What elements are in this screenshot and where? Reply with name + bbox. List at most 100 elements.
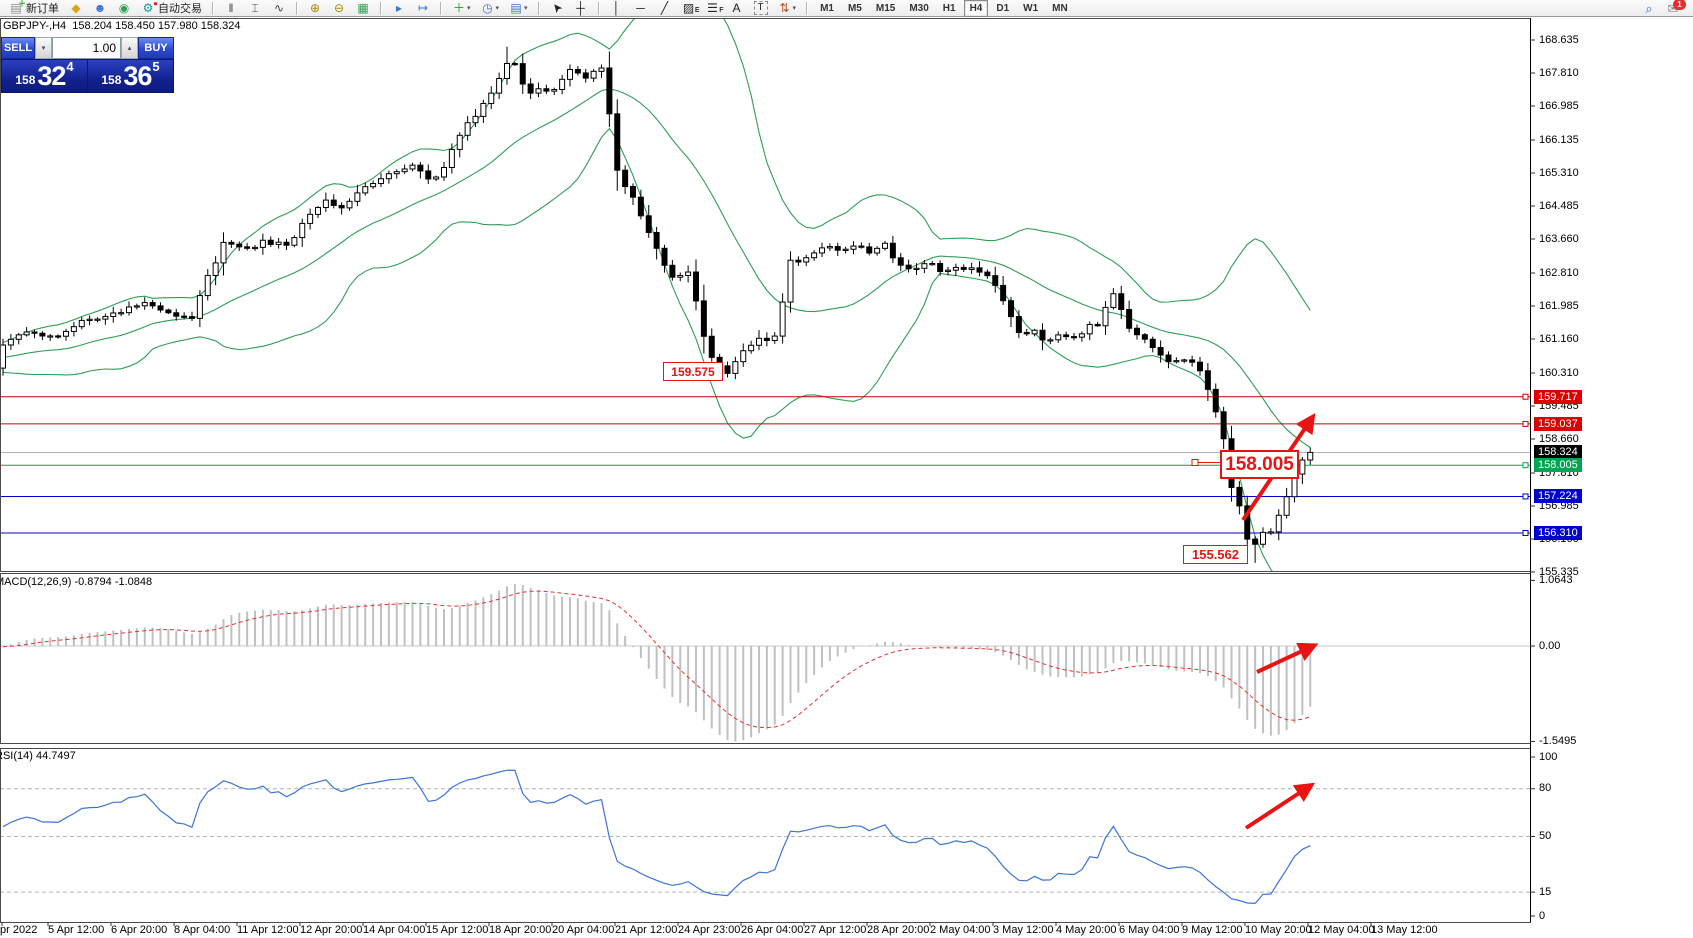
chart-shift-icon[interactable]: ↦ — [413, 0, 433, 17]
timeframe-m5[interactable]: M5 — [847, 2, 862, 14]
time-axis-label: pr 2022 — [0, 924, 38, 936]
equidistant-channel-icon[interactable]: ▨ E — [679, 0, 700, 17]
buy-price-big: 36 — [123, 61, 152, 91]
hline-handle[interactable] — [1522, 420, 1529, 427]
main-toolbar: ▤ ＋新订单 ◆ ☻ ◉ ⚙ ● 自动交易 ‖ ⌶ ∿ ⊕ ⊖ ▦ ▸ ↦ ＋ ▾ ◷ ▾ ▤ ▾ ➤ ┼ │ ─ ╱ ▨ E ☰ F A T ⇅… — [0, 0, 1693, 17]
cursor-icon[interactable]: ➤ — [547, 0, 567, 17]
indicators-button[interactable]: ＋ ▾ — [449, 0, 474, 17]
icon-sub-letter: E — [694, 7, 700, 14]
zoom-out-icon[interactable]: ⊖ — [329, 0, 349, 17]
hline-handle[interactable] — [1522, 530, 1529, 536]
time-axis-label: 27 Apr 12:00 — [804, 924, 867, 936]
price-axis-tick: 165.310 — [1539, 166, 1579, 179]
price-label-155562[interactable]: 155.562 — [1183, 545, 1248, 564]
bar-chart-icon: ‖ — [228, 1, 234, 15]
profile-icon[interactable]: ☻ — [90, 0, 110, 17]
price-axis-tick: 161.985 — [1539, 299, 1579, 312]
horizontal-line-icon[interactable]: ─ — [631, 0, 651, 17]
time-axis-label: 28 Apr 20:00 — [867, 924, 930, 936]
macd-axis-tick: 1.0643 — [1539, 573, 1573, 586]
chevron-down-icon: ▾ — [524, 5, 528, 12]
text-icon[interactable]: A — [727, 0, 747, 17]
sell-price-prefix: 158 — [15, 73, 36, 87]
indicators-icon: ＋ — [452, 1, 465, 15]
price-axis-badge-159.717: 159.717 — [1534, 389, 1582, 404]
hline-handle[interactable] — [1522, 493, 1529, 500]
sell-price-pipette: 4 — [66, 59, 74, 74]
signals-icon[interactable]: ◉ — [114, 0, 134, 17]
timeframe-h4[interactable]: H4 — [963, 0, 989, 17]
timeframe-d1[interactable]: D1 — [996, 2, 1010, 14]
volume-decrease-button[interactable]: ▾ — [35, 37, 52, 59]
chat-notification-icon[interactable]: ✉ 1 — [1663, 0, 1686, 17]
search-icon: ⌕ — [1645, 0, 1653, 16]
macd-axis-tick: -1.5495 — [1539, 734, 1577, 747]
new-chart-icon[interactable]: ◆ — [66, 0, 86, 17]
toolbar-separator — [440, 1, 442, 15]
bar-chart-icon[interactable]: ‖ — [221, 0, 241, 17]
vertical-line-icon[interactable]: │ — [607, 0, 627, 17]
periods-button[interactable]: ◷ ▾ — [478, 0, 503, 17]
rsi-indicator-label: RSI(14) 44.7497 — [0, 750, 76, 762]
sell-price-button[interactable]: 158 32 4 — [2, 59, 88, 92]
timeframe-m15[interactable]: M15 — [875, 2, 896, 14]
buy-button[interactable]: BUY — [138, 37, 174, 59]
price-label-159575[interactable]: 159.575 — [663, 362, 723, 381]
periods-icon: ◷ — [482, 1, 493, 15]
crosshair-icon[interactable]: ┼ — [571, 0, 591, 17]
chart-shift-icon: ↦ — [417, 1, 429, 15]
rsi-axis-tick: 0 — [1539, 909, 1546, 922]
rsi-panel-border — [0, 748, 1531, 923]
buy-price-button[interactable]: 158 36 5 — [88, 59, 173, 92]
price-axis-tick: 166.985 — [1539, 99, 1579, 112]
autotrading-icon: ⚙ ● — [141, 0, 158, 15]
one-click-trade-panel: SELL ▾ 1.00 ▴ BUY 158 32 4 158 36 5 — [1, 37, 174, 93]
templates-button[interactable]: ▤ ▾ — [506, 0, 531, 17]
auto-scroll-icon[interactable]: ▸ — [389, 0, 409, 17]
zoom-in-icon[interactable]: ⊕ — [305, 0, 325, 17]
search-icon[interactable]: ⌕ — [1639, 0, 1659, 17]
timeframe-mn[interactable]: MN — [1052, 2, 1068, 14]
symbol-quote-line: GBPJPY-,H4 158.204 158.450 157.980 158.3… — [3, 20, 241, 32]
timeframe-h1[interactable]: H1 — [942, 2, 956, 14]
candlestick-chart-icon[interactable]: ⌶ — [245, 0, 265, 17]
sell-price-big: 32 — [37, 61, 66, 91]
price-axis-badge-156.310: 156.310 — [1534, 526, 1582, 540]
vertical-line-icon: │ — [612, 1, 621, 15]
bollinger-lo-line — [2, 127, 1273, 571]
sell-button[interactable]: SELL — [1, 37, 35, 59]
trendline-icon[interactable]: ╱ — [655, 0, 675, 17]
toolbar-separator — [212, 1, 214, 15]
hline-handle[interactable] — [1522, 393, 1529, 400]
toolbar-separator — [380, 1, 382, 15]
buy-price-prefix: 158 — [101, 73, 122, 87]
trend-arrow-macd[interactable] — [1256, 642, 1319, 674]
timeframe-m1[interactable]: M1 — [820, 2, 834, 14]
price-label-158005[interactable]: 158.005 — [1220, 450, 1299, 479]
line-chart-icon[interactable]: ∿ — [269, 0, 289, 17]
timeframe-m30[interactable]: M30 — [909, 2, 929, 14]
fibonacci-icon[interactable]: ☰ F — [703, 0, 723, 17]
time-axis-label: 18 Apr 20:00 — [489, 924, 552, 936]
volume-increase-button[interactable]: ▴ — [121, 37, 138, 59]
time-axis-label: 5 Apr 12:00 — [48, 924, 105, 936]
timeframe-w1[interactable]: W1 — [1023, 2, 1039, 14]
arrows-tool-icon[interactable]: ⇅ ▾ — [775, 0, 800, 17]
new-order-button-label: 新订单 — [26, 3, 59, 15]
rsi-line — [2, 769, 1311, 905]
time-axis-label: 2 May 04:00 — [930, 924, 991, 936]
new-order-button[interactable]: ▤ ＋新订单 — [6, 0, 62, 17]
autotrading-button-label: 自动交易 — [158, 3, 202, 15]
tile-windows-icon[interactable]: ▦ — [353, 0, 373, 17]
volume-input[interactable]: 1.00 — [52, 37, 121, 59]
arrows-tool-icon: ⇅ — [779, 1, 790, 15]
fibonacci-icon: ☰ F — [706, 1, 723, 15]
time-axis-label: 20 Apr 04:00 — [552, 924, 615, 936]
time-axis-label: 15 Apr 12:00 — [426, 924, 489, 936]
text-label-icon[interactable]: T — [751, 0, 771, 17]
autotrading-button[interactable]: ⚙ ● 自动交易 — [138, 0, 205, 17]
time-axis-label: 8 Apr 04:00 — [174, 924, 231, 936]
hline-handle[interactable] — [1522, 462, 1529, 469]
bollinger-up-line — [2, 18, 1311, 344]
trend-arrow-rsi[interactable] — [1244, 782, 1316, 830]
